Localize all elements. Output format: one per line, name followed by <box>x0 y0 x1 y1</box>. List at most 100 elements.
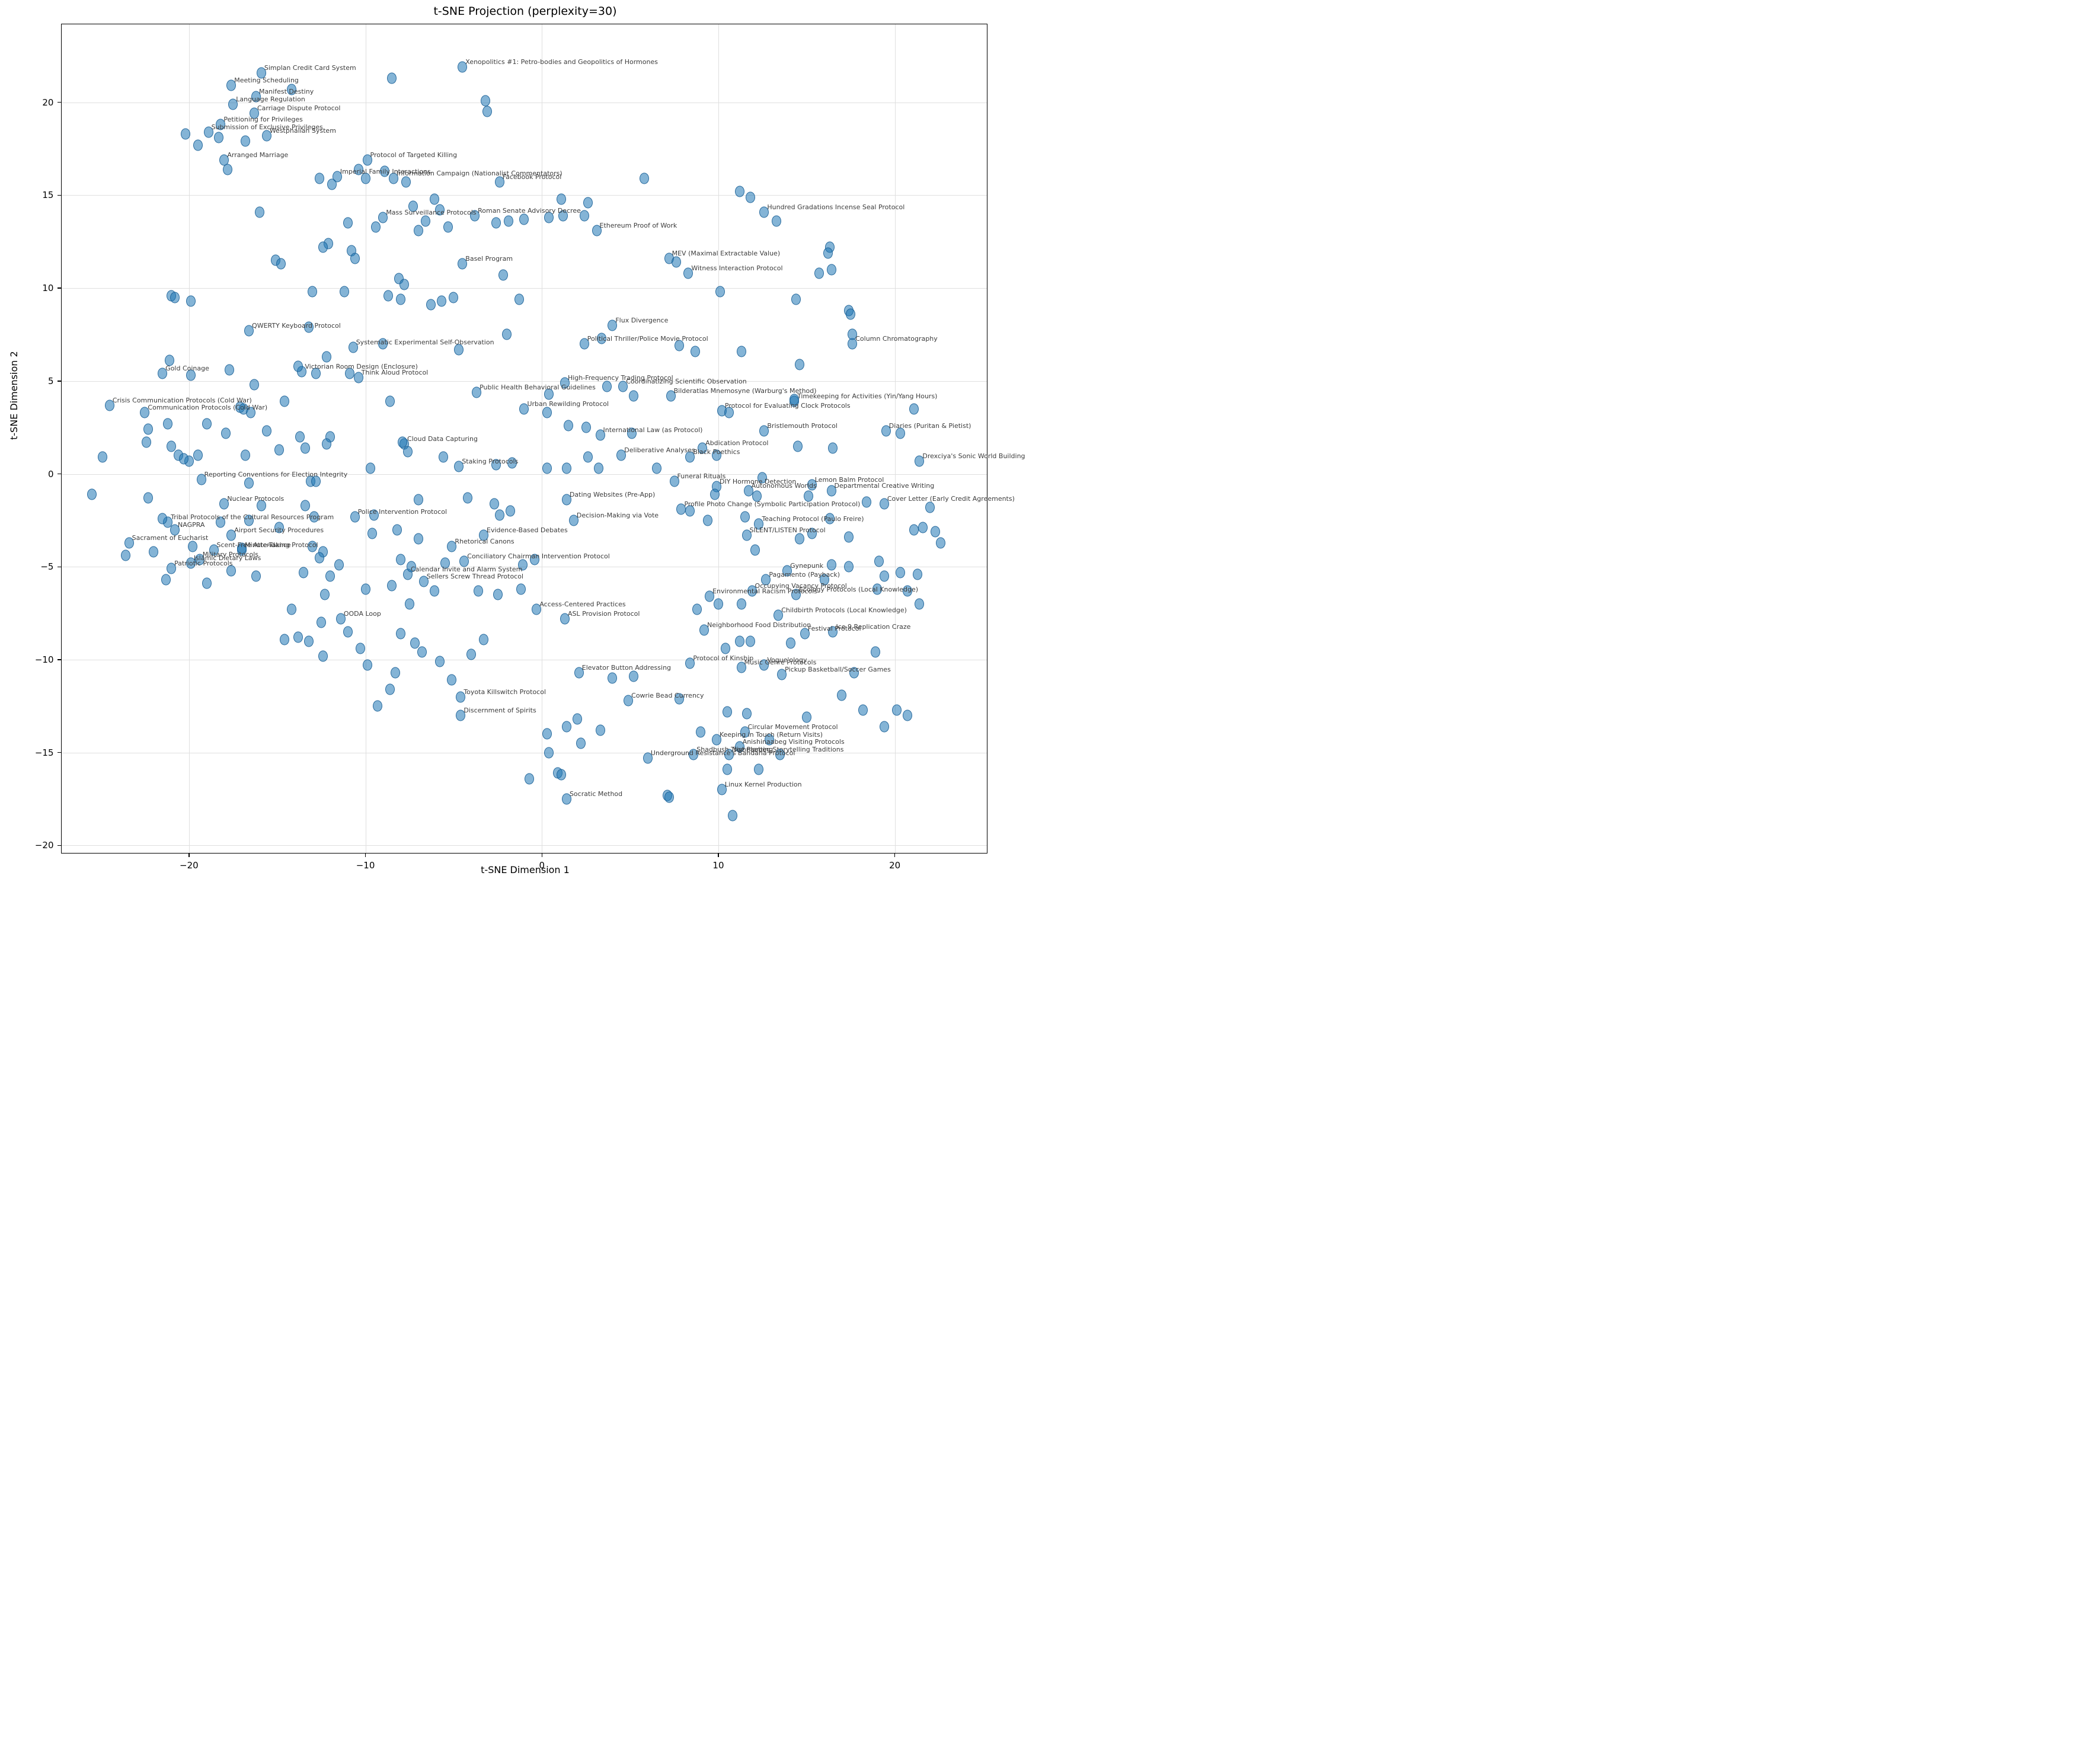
scatter-dot <box>355 643 365 654</box>
point-label: Political Thriller/Police Movie Protocol <box>587 335 708 343</box>
scatter-dot <box>367 528 378 539</box>
y-gridline <box>62 845 987 846</box>
scatter-dot <box>429 193 439 205</box>
scatter-dot <box>170 524 180 536</box>
scatter-dot <box>456 709 466 721</box>
scatter-dot <box>736 661 746 673</box>
scatter-dot <box>826 559 836 571</box>
scatter-dot <box>410 637 420 649</box>
scatter-dot <box>503 215 513 227</box>
y-tick-label: 10 <box>42 283 54 294</box>
scatter-dot <box>544 747 554 759</box>
scatter-dot <box>849 667 859 679</box>
scatter-dot <box>608 319 618 331</box>
scatter-dot <box>223 164 233 175</box>
scatter-dot <box>544 388 554 400</box>
x-tick-label: 10 <box>712 859 724 871</box>
point-label: Systematic Experimental Self-Observation <box>356 338 494 347</box>
scatter-dot <box>931 526 941 538</box>
scatter-dot <box>772 215 782 227</box>
scatter-dot <box>404 598 414 610</box>
point-label: Cowrie Bead Currency <box>631 691 704 699</box>
point-label: Keeping in Touch (Return Visits) <box>719 730 823 739</box>
scatter-dot <box>401 176 411 188</box>
scatter-dot <box>318 650 328 662</box>
scatter-dot <box>417 646 427 658</box>
point-label: Deliberative Analyses <box>624 446 695 455</box>
scatter-dot <box>308 541 318 552</box>
scatter-dot <box>429 585 439 597</box>
scatter-dot <box>557 193 566 205</box>
scatter-dot <box>734 186 744 197</box>
scatter-dot <box>703 514 713 526</box>
point-label: Tribal Protocols of the Cultural Resourc… <box>171 513 334 522</box>
scatter-dot <box>519 213 529 225</box>
scatter-dot <box>807 479 817 491</box>
scatter-dot <box>736 598 746 610</box>
scatter-dot <box>399 279 410 290</box>
scatter-dot <box>149 546 159 558</box>
scatter-dot <box>561 462 571 474</box>
scatter-dot <box>350 252 360 264</box>
scatter-dot <box>514 293 524 305</box>
scatter-dot <box>759 206 769 218</box>
scatter-dot <box>740 511 750 523</box>
scatter-dot <box>777 669 787 680</box>
scatter-dot <box>163 418 173 430</box>
scatter-dot <box>249 379 259 391</box>
scatter-dot <box>350 511 360 523</box>
scatter-dot <box>398 436 408 448</box>
point-label: Islamic Dietary Laws <box>193 554 261 562</box>
scatter-dot <box>532 603 542 615</box>
point-label: Arranged Marriage <box>227 151 289 159</box>
point-label: Timekeeping for Activities (Yin/Yang Hou… <box>797 392 938 401</box>
chart-title: t-SNE Projection (perplexity=30) <box>433 5 617 18</box>
scatter-dot <box>87 488 97 500</box>
point-label: Vogue'ology <box>767 656 807 664</box>
scatter-dot <box>254 206 264 218</box>
scatter-dot <box>581 421 591 433</box>
y-tick-mark <box>57 194 62 196</box>
scatter-dot <box>782 565 792 577</box>
scatter-dot <box>494 176 504 188</box>
scatter-dot <box>167 562 177 574</box>
scatter-dot <box>542 728 552 740</box>
scatter-dot <box>480 95 490 107</box>
point-label: Conciliatory Chairman Intervention Proto… <box>467 552 610 560</box>
scatter-dot <box>909 403 919 415</box>
scatter-dot <box>862 496 872 508</box>
point-label: Calendar Invite and Alarm System <box>411 565 523 573</box>
scatter-dot <box>595 429 605 441</box>
scatter-dot <box>651 462 661 474</box>
scatter-dot <box>158 367 168 379</box>
point-label: QWERTY Keyboard Protocol <box>252 322 341 330</box>
point-label: Pickup Basketball/Soccer Games <box>785 666 891 674</box>
scatter-dot <box>413 494 423 506</box>
scatter-dot <box>794 533 804 545</box>
scatter-dot <box>722 706 732 718</box>
scatter-dot <box>311 475 321 487</box>
point-label: Carriage Dispute Protocol <box>257 104 341 113</box>
point-label: Elevator Button Addressing <box>581 663 672 672</box>
point-label: Petitioning for Privileges <box>223 116 303 124</box>
scatter-dot <box>699 624 709 636</box>
scatter-dot <box>241 135 251 147</box>
point-label: Victorian Room Design (Enclosure) <box>305 363 418 371</box>
scatter-dot <box>396 554 406 565</box>
scatter-dot <box>472 386 482 398</box>
x-tick-mark <box>365 852 366 857</box>
scatter-dot <box>530 554 540 565</box>
point-label: Nishnaabeg Storytelling Traditions <box>731 745 844 753</box>
scatter-dot <box>308 286 318 298</box>
scatter-dot <box>902 585 912 597</box>
scatter-dot <box>458 61 468 73</box>
scatter-dot <box>237 542 247 554</box>
scatter-dot <box>872 583 882 595</box>
scatter-dot <box>186 557 196 569</box>
scatter-dot <box>773 609 784 621</box>
scatter-dot <box>366 462 376 474</box>
scatter-dot <box>216 119 226 130</box>
scatter-dot <box>274 444 284 456</box>
scatter-dot <box>675 693 685 705</box>
scatter-dot <box>322 438 332 450</box>
